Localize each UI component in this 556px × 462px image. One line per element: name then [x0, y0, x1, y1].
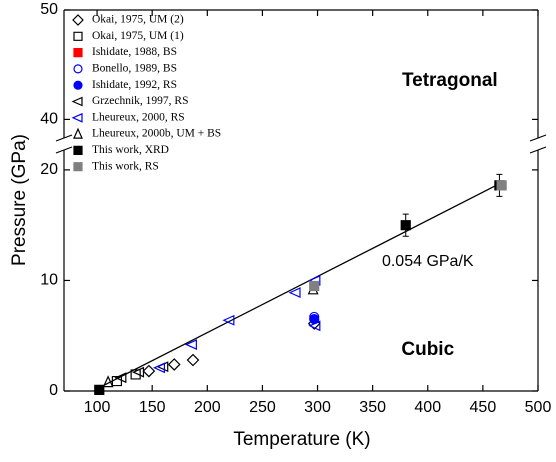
- legend-marker: [73, 48, 83, 58]
- legend-label: Grzechnik, 1997, RS: [92, 95, 188, 107]
- axis-break: [529, 146, 547, 154]
- legend-label: Okai, 1975, UM (1): [92, 30, 184, 42]
- x-tick-label: 350: [359, 399, 386, 416]
- legend-marker: [73, 162, 83, 172]
- marker: [184, 339, 197, 350]
- x-axis-label: Temperature (K): [233, 429, 370, 450]
- marker: [94, 384, 105, 395]
- y-tick-label: 50: [40, 1, 58, 18]
- y-tick-label: 40: [40, 111, 58, 128]
- legend-label: Lheureux, 2000, RS: [92, 111, 185, 123]
- legend-marker: [73, 145, 83, 155]
- marker: [131, 366, 145, 378]
- fit-line: [96, 180, 506, 390]
- legend-label: Ishidate, 1988, BS: [92, 46, 177, 58]
- marker: [114, 372, 127, 384]
- annotation: Tetragonal: [402, 70, 498, 91]
- axis-break: [55, 134, 73, 142]
- legend-marker: [71, 96, 83, 107]
- annotation: 0.054 GPa/K: [382, 253, 474, 270]
- marker: [288, 287, 301, 299]
- annotation: Cubic: [401, 339, 454, 360]
- legend-label: Bonello, 1989, BS: [92, 63, 177, 75]
- axis-break: [55, 146, 73, 154]
- x-tick-label: 250: [249, 399, 276, 416]
- marker: [167, 358, 181, 371]
- axis-break: [529, 134, 547, 142]
- legend-label: This work, XRD: [92, 144, 169, 156]
- x-tick-label: 100: [84, 399, 111, 416]
- legend-marker: [73, 127, 83, 139]
- marker: [102, 375, 114, 388]
- marker: [496, 180, 507, 191]
- y-axis-label: Pressure (GPa): [9, 134, 30, 266]
- legend-marker: [73, 31, 83, 41]
- legend-label: Okai, 1975, UM (2): [92, 14, 184, 26]
- legend-label: Lheureux, 2000b, UM + BS: [92, 128, 221, 140]
- x-tick-label: 500: [525, 399, 552, 416]
- y-tick-label: 20: [40, 161, 58, 178]
- x-tick-label: 200: [194, 399, 221, 416]
- marker: [400, 220, 411, 231]
- legend-marker: [72, 14, 84, 26]
- marker: [309, 280, 320, 292]
- y-tick-label: 10: [40, 272, 58, 289]
- marker: [308, 320, 321, 332]
- y-tick-label: 0: [49, 382, 58, 399]
- legend-marker: [71, 112, 83, 123]
- x-tick-label: 300: [304, 399, 331, 416]
- marker: [152, 362, 166, 374]
- x-tick-label: 450: [470, 399, 497, 416]
- x-tick-label: 400: [414, 399, 441, 416]
- marker: [186, 353, 200, 367]
- legend-label: Ishidate, 1992, RS: [92, 79, 177, 91]
- legend-marker: [73, 80, 83, 90]
- marker: [222, 314, 235, 326]
- legend-label: This work, RS: [92, 160, 159, 172]
- legend-marker: [73, 64, 83, 74]
- x-tick-label: 150: [139, 399, 166, 416]
- marker: [142, 364, 156, 378]
